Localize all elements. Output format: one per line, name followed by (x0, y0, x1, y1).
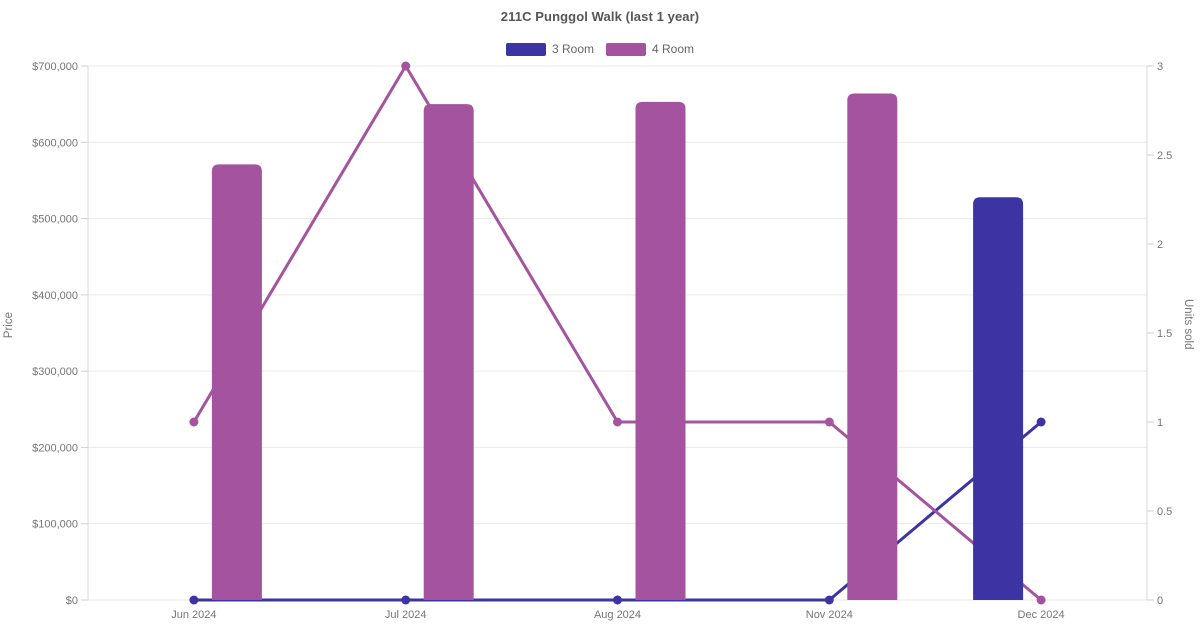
units-point-4-room[interactable] (1036, 595, 1046, 605)
legend: 3 Room 4 Room (0, 42, 1200, 56)
x-axis-label: Jun 2024 (171, 609, 216, 621)
left-axis-tick-label: $100,000 (32, 519, 78, 531)
units-line-3-room (192, 420, 1043, 602)
left-axis-tick-label: $500,000 (32, 214, 78, 226)
legend-label-3-room: 3 Room (551, 42, 594, 56)
units-point-4-room[interactable] (613, 417, 622, 427)
units-point-3-room[interactable] (613, 595, 622, 605)
price-bar-4-room[interactable] (635, 101, 686, 601)
right-axis-tick-label: 3 (1157, 61, 1163, 73)
right-axis-tick-label: 2 (1157, 239, 1163, 251)
units-line-4-room (192, 64, 1043, 602)
units-point-3-room[interactable] (1036, 417, 1046, 427)
right-axis-tick-label: 0.5 (1157, 506, 1172, 518)
left-axis-tick-label: $600,000 (32, 137, 78, 149)
left-axis-tick-label: $200,000 (32, 442, 78, 454)
units-point-3-room[interactable] (401, 595, 411, 605)
x-axis-label: Aug 2024 (594, 609, 641, 621)
units-point-3-room[interactable] (824, 595, 834, 605)
units-point-3-room[interactable] (189, 595, 199, 605)
units-point-4-room[interactable] (401, 61, 411, 71)
price-bar-4-room[interactable] (211, 164, 262, 600)
x-axis-label: Dec 2024 (1018, 609, 1065, 621)
x-axis-label: Nov 2024 (806, 609, 853, 621)
chart-title: 211C Punggol Walk (last 1 year) (500, 9, 700, 24)
left-axis-tick-label: $400,000 (32, 290, 78, 302)
legend-swatch-4-room (606, 42, 646, 56)
x-axis-label: Jul 2024 (385, 609, 427, 621)
right-axis-tick-label: 1 (1157, 417, 1163, 429)
right-axis-title: Units sold (1182, 299, 1194, 350)
price-bar-4-room[interactable] (423, 104, 474, 601)
units-point-4-room[interactable] (189, 417, 199, 427)
legend-label-4-room: 4 Room (652, 42, 695, 56)
price-bar-3-room[interactable] (973, 197, 1024, 600)
legend-item-4-room[interactable]: 4 Room (606, 42, 694, 56)
price-bar-4-room[interactable] (847, 93, 898, 600)
right-axis-tick-label: 2.5 (1157, 150, 1172, 162)
legend-swatch-3-room (505, 42, 546, 56)
left-axis-tick-label: $0 (66, 595, 78, 607)
left-axis-tick-label: $700,000 (32, 61, 78, 73)
right-axis-tick-label: 0 (1157, 595, 1163, 607)
legend-item-3-room[interactable]: 3 Room (505, 42, 594, 56)
right-axis-tick-label: 1.5 (1157, 328, 1172, 340)
left-axis-tick-label: $300,000 (32, 366, 78, 378)
units-point-4-room[interactable] (824, 417, 834, 427)
